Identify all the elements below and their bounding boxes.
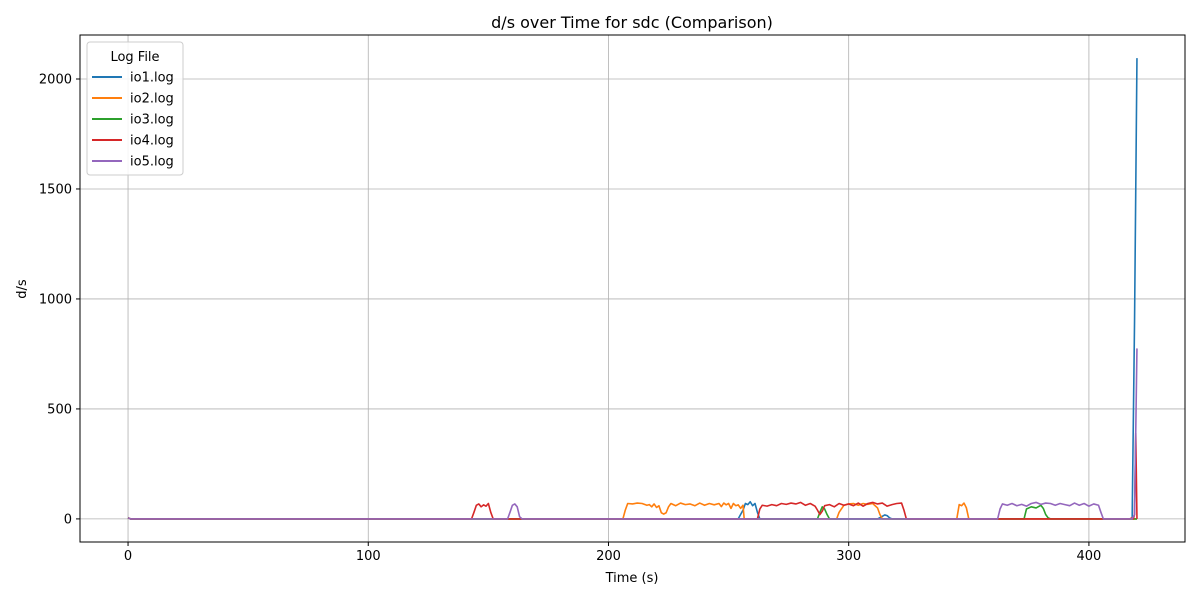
legend-label-io1: io1.log [130, 71, 174, 86]
legend-box [86, 41, 184, 176]
y-tick-label: 1000 [39, 292, 72, 307]
x-tick-label: 300 [836, 549, 861, 564]
x-tick-label: 200 [596, 549, 621, 564]
series-line-io3 [127, 504, 1137, 520]
series-line-io1 [127, 58, 1138, 520]
x-axis-label: Time (s) [605, 571, 659, 586]
legend: Log File io1.log io2.log io3.log io4.log io5… [86, 41, 184, 176]
grid [80, 35, 1185, 542]
series-line-io2 [127, 502, 1137, 520]
legend-title: Log File [110, 50, 159, 65]
plot-frame [79, 34, 1186, 543]
y-axis-label: d/s [15, 279, 30, 299]
chart-title: d/s over Time for sdc (Comparison) [491, 13, 773, 32]
y-tick-label: 2000 [39, 72, 72, 87]
y-tick-label: 1500 [39, 182, 72, 197]
x-tick-label: 0 [124, 549, 132, 564]
legend-label-io2: io2.log [130, 92, 174, 107]
series-line-io5 [127, 348, 1138, 520]
series-group [127, 58, 1138, 520]
x-tick-label: 400 [1076, 549, 1101, 564]
y-tick-label: 500 [47, 402, 72, 417]
legend-label-io4: io4.log [130, 134, 174, 149]
ticks: 0 100 200 300 400 0 500 1000 1500 2000 [39, 72, 1101, 564]
legend-label-io3: io3.log [130, 113, 174, 128]
legend-label-io5: io5.log [130, 155, 174, 170]
x-tick-label: 100 [356, 549, 381, 564]
series-line-io4 [127, 432, 1138, 520]
y-tick-label: 0 [64, 512, 72, 527]
